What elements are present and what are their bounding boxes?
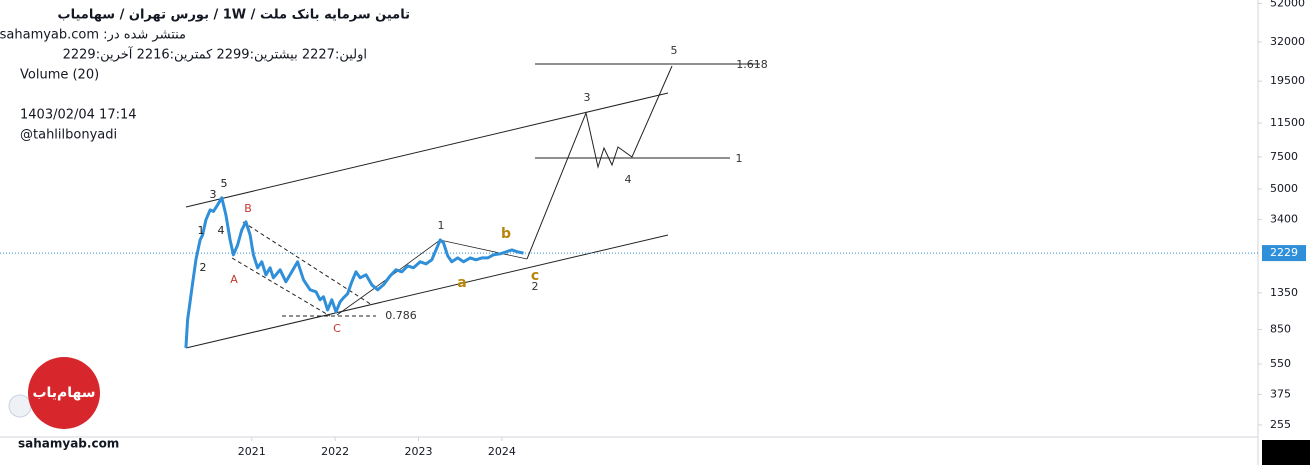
y-tick-label: 7500 (1270, 150, 1298, 163)
x-tick-label: 2021 (238, 445, 266, 458)
x-tick-label: 2022 (321, 445, 349, 458)
wave-label: 1.618 (736, 58, 768, 71)
y-tick-label: 32000 (1270, 35, 1305, 48)
info-line: @tahlilbonyadi (20, 128, 117, 143)
y-tick-label: 3400 (1270, 213, 1298, 226)
logo-circle (28, 357, 100, 429)
y-tick-label: 375 (1270, 387, 1291, 400)
wave-label: 1 (438, 219, 445, 232)
wave-label: 4 (625, 173, 632, 186)
channel-lower (185, 234, 669, 349)
abc-channel (242, 221, 373, 306)
wave-label: 1 (736, 152, 743, 165)
wave-label: 3 (210, 188, 217, 201)
logo: سهام‌یاب sahamyab.com (8, 357, 119, 451)
last-price-box (1262, 245, 1306, 262)
corner-box (1262, 440, 1310, 465)
logo-icon (8, 394, 32, 418)
wave-label: A (230, 273, 238, 286)
price-line (184, 196, 524, 348)
wave-label: 0.786 (385, 309, 417, 322)
wave-label: 5 (221, 177, 228, 190)
info-line: 1403/02/04 17:14 (20, 108, 137, 123)
wave-label: 2 (532, 280, 539, 293)
logo-text: سهام‌یاب (32, 385, 95, 401)
wave-label: 4 (218, 224, 225, 237)
wave-path (336, 239, 528, 316)
wave-label: 5 (671, 44, 678, 57)
last-price-label: 2229 (1270, 246, 1298, 259)
x-tick-label: 2023 (404, 445, 432, 458)
info-line: اولین:2227 بیشترین:2299 کمترین:2216 آخری… (63, 46, 367, 63)
y-tick-label: 52000 (1270, 0, 1305, 9)
wave-label: 2 (200, 261, 207, 274)
projection-path (526, 65, 673, 260)
abc-channel (231, 257, 331, 317)
drawings (185, 63, 760, 349)
x-tick-label: 2024 (488, 445, 516, 458)
info-line: منتشر شده در: sahamyab.com (0, 28, 186, 43)
y-tick-label: 255 (1270, 418, 1291, 431)
wave-label: c (531, 268, 539, 284)
y-tick-label: 19500 (1270, 74, 1305, 87)
chart-title: تامین سرمایه بانک ملت / 1W / بورس تهران … (58, 8, 410, 23)
wave-label: 3 (584, 91, 591, 104)
y-tick-label: 11500 (1270, 116, 1305, 129)
watermark: sahamyab.com (18, 437, 119, 451)
wave-label: b (501, 226, 511, 242)
wave-label: B (244, 202, 252, 215)
wave-label: C (333, 322, 341, 335)
info-line: Volume (20) (20, 68, 99, 83)
wave-label: 1 (198, 224, 205, 237)
y-tick-label: 850 (1270, 323, 1291, 336)
header: تامین سرمایه بانک ملت / 1W / بورس تهران … (0, 8, 410, 143)
y-tick-label: 550 (1270, 357, 1291, 370)
wave-label: a (457, 275, 466, 291)
y-tick-label: 5000 (1270, 182, 1298, 195)
y-tick-label: 1350 (1270, 286, 1298, 299)
channel-upper (185, 92, 669, 208)
